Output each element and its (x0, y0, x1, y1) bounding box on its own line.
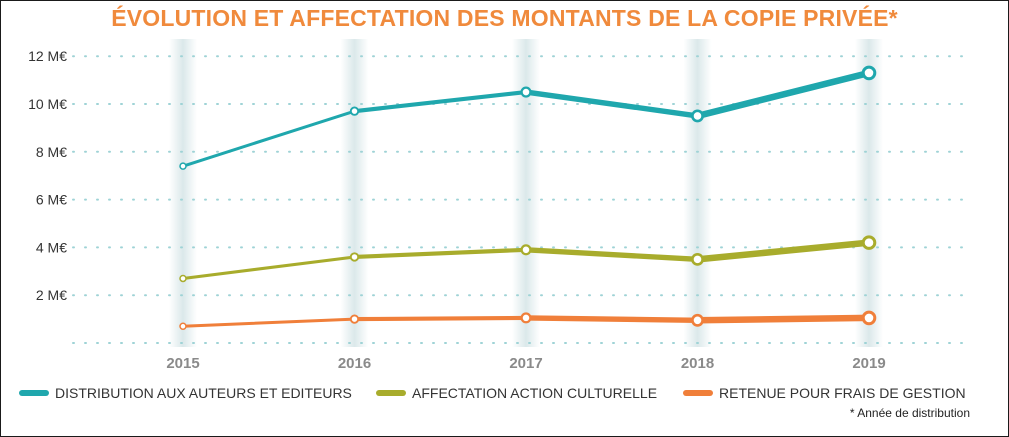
series-2-segment-2 (523, 315, 701, 323)
series-1-point-2015 (179, 274, 187, 283)
series-0-point-2015 (179, 162, 187, 170)
y-tick-label-6: 6 M€ (36, 192, 67, 208)
series-1-segment-0 (181, 255, 356, 280)
series-0-segment-2 (523, 89, 701, 119)
legend-item-action-culturelle: AFFECTATION ACTION CULTURELLE (376, 385, 657, 401)
series-0-point-2019 (861, 65, 877, 81)
series-2-point-2019 (861, 310, 877, 326)
chart-title: ÉVOLUTION ET AFFECTATION DES MONTANTS DE… (111, 5, 898, 31)
series-2-segment-1 (352, 315, 529, 322)
chart-legend: DISTRIBUTION AUX AUTEURS ET EDITEURS AFF… (19, 385, 990, 405)
series-1-segment-3 (694, 239, 873, 263)
series-2 (179, 310, 877, 331)
legend-label-frais-gestion: RETENUE POUR FRAIS DE GESTION (719, 385, 966, 401)
series-2-segment-0 (181, 317, 356, 328)
line-chart: 2 M€ 4 M€ 6 M€ 8 M€ 10 M€ 12 M€ 2015 2016 2017 2… (28, 39, 967, 372)
series-1-segment-2 (523, 247, 701, 263)
series-1-point-2019 (861, 235, 877, 250)
legend-item-frais-gestion: RETENUE POUR FRAIS DE GESTION (683, 385, 966, 401)
series-2-point-2015 (179, 322, 187, 331)
series-1-point-2016 (349, 252, 360, 262)
column-shade-2017 (512, 39, 540, 347)
x-tick-label-2019: 2019 (852, 355, 885, 372)
x-tick-label-2015: 2015 (166, 355, 199, 372)
y-tick-label-4: 4 M€ (36, 239, 67, 255)
series-1-point-2018 (691, 252, 704, 266)
legend-label-action-culturelle: AFFECTATION ACTION CULTURELLE (412, 385, 658, 401)
x-tick-label-2018: 2018 (681, 355, 714, 372)
footnote: * Année de distribution (849, 406, 970, 420)
series-2-point-2018 (691, 313, 704, 327)
series-1-point-2017 (520, 244, 532, 256)
y-tick-label-12: 12 M€ (28, 48, 67, 64)
column-shade-2016 (340, 39, 369, 347)
series-0-segment-1 (352, 89, 529, 114)
y-tick-label-10: 10 M€ (28, 96, 67, 112)
x-tick-label-2017: 2017 (509, 355, 542, 372)
series-1-segment-1 (352, 247, 529, 260)
series-0-point-2018 (691, 109, 704, 123)
legend-swatch-distribution (19, 390, 49, 396)
y-tick-label-8: 8 M€ (36, 144, 67, 160)
y-tick-label-2: 2 M€ (36, 287, 67, 303)
column-shade-2018 (683, 39, 712, 347)
series-1 (179, 235, 877, 283)
legend-swatch-frais-gestion (683, 390, 713, 396)
series-0 (179, 65, 877, 170)
column-shade-2015 (169, 39, 197, 347)
series-0-point-2017 (520, 86, 532, 98)
legend-label-distribution: DISTRIBUTION AUX AUTEURS ET EDITEURS (55, 385, 352, 401)
series-2-segment-3 (694, 314, 873, 324)
column-shade-2019 (855, 39, 883, 347)
series-0-segment-3 (694, 69, 873, 120)
legend-swatch-action-culturelle (376, 390, 406, 396)
series-0-point-2016 (349, 106, 360, 116)
series-2-point-2016 (349, 314, 360, 324)
series-2-point-2017 (520, 312, 532, 324)
legend-item-distribution: DISTRIBUTION AUX AUTEURS ET EDITEURS (19, 385, 352, 401)
x-tick-label-2016: 2016 (338, 355, 371, 372)
series-0-segment-0 (181, 109, 356, 168)
